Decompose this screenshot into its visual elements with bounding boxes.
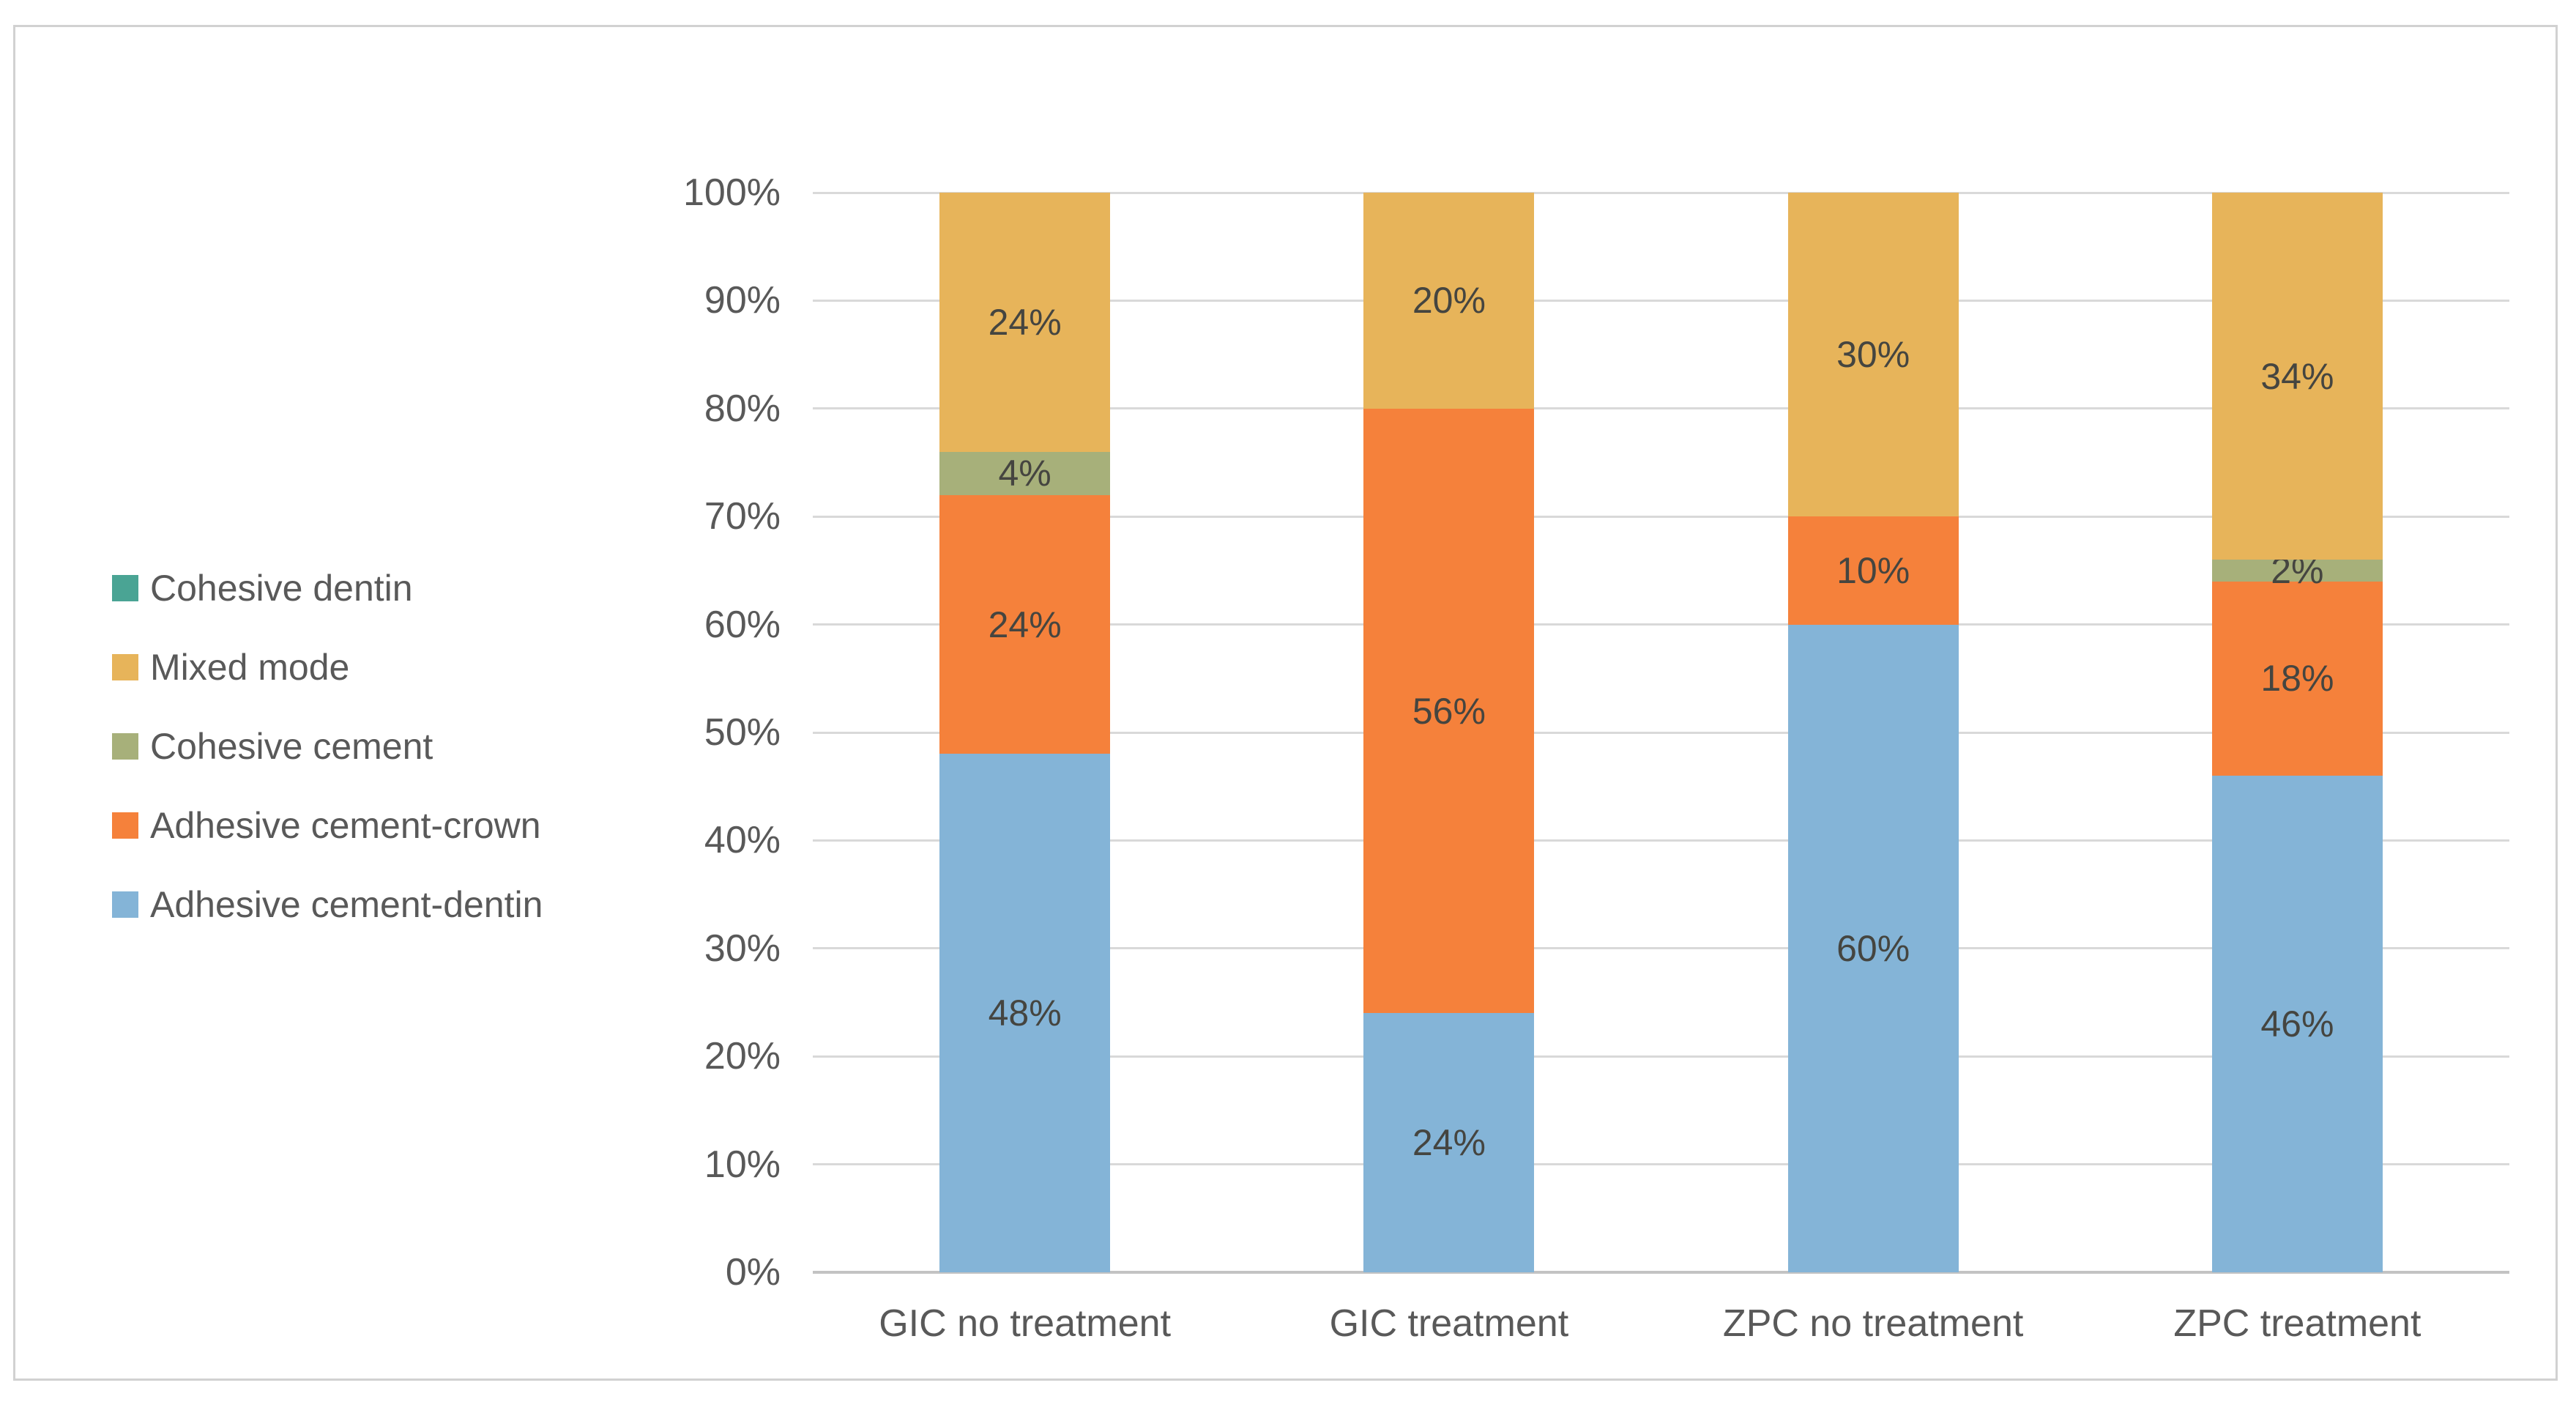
legend-swatch-mixed-mode-icon bbox=[112, 654, 138, 680]
bar-segment-adhesive-cement-crown bbox=[1787, 516, 1959, 625]
category-label: GIC treatment bbox=[1329, 1302, 1569, 1345]
x-axis-line bbox=[813, 1271, 2509, 1274]
y-axis-tick-label: 60% bbox=[704, 603, 781, 646]
gridline bbox=[813, 839, 2509, 842]
bar-segment-adhesive-cement-dentin bbox=[1787, 624, 1959, 1272]
bar-segment-mixed-mode bbox=[939, 193, 1111, 452]
gridline bbox=[813, 407, 2509, 410]
y-axis-tick-label: 50% bbox=[704, 711, 781, 754]
y-axis-tick-label: 30% bbox=[704, 927, 781, 970]
chart-border bbox=[13, 25, 2558, 1381]
data-label-adhesive-cement-crown: 10% bbox=[1836, 549, 1910, 591]
data-label-adhesive-cement-dentin: 60% bbox=[1836, 927, 1910, 969]
legend-swatch-adhesive-cement-dentin-icon bbox=[112, 891, 138, 918]
data-label-mixed-mode: 34% bbox=[2260, 355, 2334, 397]
bar-segment-adhesive-cement-dentin bbox=[939, 754, 1111, 1272]
bar-segment-cohesive-cement bbox=[2211, 560, 2383, 582]
category-label: ZPC treatment bbox=[2173, 1302, 2421, 1345]
legend-label: Mixed mode bbox=[150, 647, 350, 688]
gridline bbox=[813, 299, 2509, 302]
legend-label: Cohesive cement bbox=[150, 726, 433, 767]
bar-segment-mixed-mode bbox=[2211, 193, 2383, 560]
data-label-cohesive-cement: 4% bbox=[998, 453, 1051, 494]
y-axis-tick-label: 70% bbox=[704, 495, 781, 538]
data-label-adhesive-cement-crown: 18% bbox=[2260, 658, 2334, 700]
y-axis-tick-label: 100% bbox=[683, 171, 781, 214]
legend-swatch-cohesive-dentin-icon bbox=[112, 575, 138, 601]
data-label-adhesive-cement-crown: 24% bbox=[988, 604, 1062, 645]
y-axis-tick-label: 0% bbox=[725, 1251, 781, 1294]
data-label-adhesive-cement-dentin: 48% bbox=[988, 992, 1062, 1034]
bar-segment-adhesive-cement-dentin bbox=[1363, 1013, 1535, 1272]
bar-segment-adhesive-cement-crown bbox=[2211, 581, 2383, 776]
category-label: GIC no treatment bbox=[879, 1302, 1172, 1345]
data-label-adhesive-cement-crown: 56% bbox=[1412, 690, 1486, 732]
data-label-mixed-mode: 24% bbox=[988, 301, 1062, 343]
data-label-mixed-mode: 30% bbox=[1836, 334, 1910, 376]
bar-segment-mixed-mode bbox=[1787, 193, 1959, 517]
legend-swatch-adhesive-cement-crown-icon bbox=[112, 812, 138, 839]
y-axis-tick-label: 10% bbox=[704, 1143, 781, 1186]
gridline bbox=[813, 515, 2509, 518]
category-label: ZPC no treatment bbox=[1722, 1302, 2024, 1345]
gridline bbox=[813, 623, 2509, 626]
legend-label: Adhesive cement-crown bbox=[150, 805, 541, 846]
legend-label: Adhesive cement-dentin bbox=[150, 884, 543, 925]
data-label-adhesive-cement-dentin: 46% bbox=[2260, 1003, 2334, 1044]
data-label-adhesive-cement-dentin: 24% bbox=[1412, 1122, 1486, 1164]
bar-segment-cohesive-cement bbox=[939, 451, 1111, 495]
gridline bbox=[813, 191, 2509, 194]
y-axis-tick-label: 80% bbox=[704, 387, 781, 430]
gridline bbox=[813, 1055, 2509, 1058]
bar-segment-adhesive-cement-crown bbox=[1363, 408, 1535, 1014]
gridline bbox=[813, 947, 2509, 950]
gridline bbox=[813, 731, 2509, 734]
data-label-mixed-mode: 20% bbox=[1412, 280, 1486, 322]
y-axis-tick-label: 90% bbox=[704, 279, 781, 322]
y-axis-tick-label: 40% bbox=[704, 819, 781, 862]
bar-segment-mixed-mode bbox=[1363, 193, 1535, 409]
bar-segment-adhesive-cement-crown bbox=[939, 494, 1111, 754]
legend-swatch-cohesive-cement-icon bbox=[112, 733, 138, 760]
y-axis-tick-label: 20% bbox=[704, 1035, 781, 1078]
legend-label: Cohesive dentin bbox=[150, 568, 413, 609]
bar-segment-adhesive-cement-dentin bbox=[2211, 775, 2383, 1272]
gridline bbox=[813, 1163, 2509, 1166]
